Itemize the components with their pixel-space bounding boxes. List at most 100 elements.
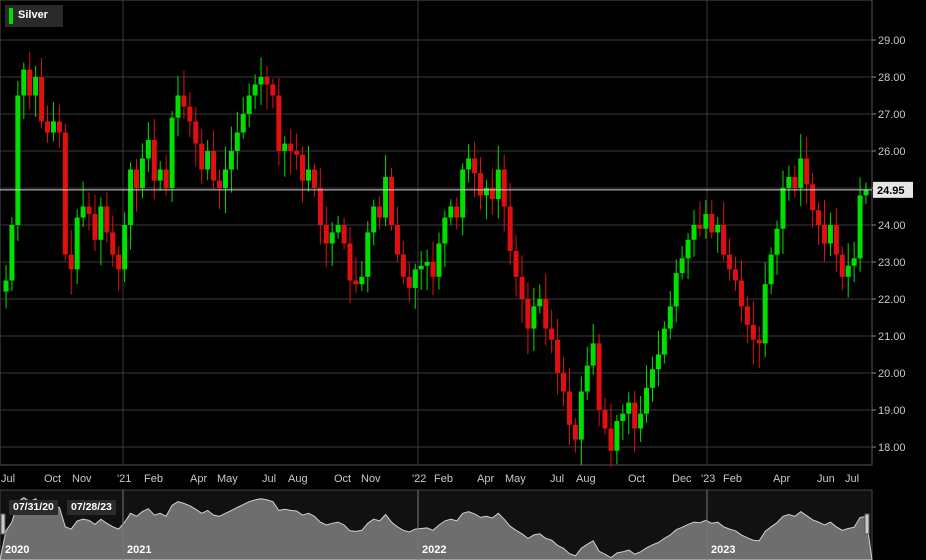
candle — [258, 57, 264, 105]
candle-body — [116, 254, 122, 270]
candle-body — [311, 169, 317, 188]
candle — [110, 215, 116, 267]
candle-body — [750, 324, 756, 340]
candle — [792, 164, 798, 197]
y-tick-label: 23.00 — [878, 257, 906, 269]
candle — [513, 235, 519, 297]
x-tick-label: Oct — [628, 473, 645, 485]
candle — [620, 404, 626, 441]
candle-body — [454, 206, 460, 218]
candle — [377, 196, 383, 230]
candle — [62, 123, 68, 262]
candle — [495, 145, 501, 219]
candle — [222, 146, 228, 214]
candle — [181, 70, 187, 119]
candle-body — [39, 77, 45, 122]
candle-body — [234, 132, 240, 151]
candle — [733, 256, 739, 291]
candle-body — [442, 217, 448, 244]
candle — [371, 199, 377, 246]
candle — [27, 52, 33, 110]
candle-body — [685, 239, 691, 259]
candle — [50, 102, 56, 142]
candle — [756, 326, 762, 369]
y-tick-label: 28.00 — [878, 72, 906, 84]
candle — [661, 321, 667, 364]
candle-body — [80, 206, 86, 218]
candle-body — [733, 269, 739, 281]
candle-body — [86, 206, 92, 214]
candle-body — [329, 232, 335, 244]
candle — [406, 261, 412, 302]
candle-body — [21, 69, 27, 96]
legend-series-label: Silver — [18, 9, 48, 21]
candle — [163, 154, 169, 196]
candle — [644, 365, 650, 423]
candle — [833, 208, 839, 272]
candle-body — [122, 225, 128, 270]
candle — [80, 181, 86, 227]
candle — [424, 249, 430, 291]
candle — [394, 206, 400, 262]
candle — [436, 232, 442, 290]
candle — [466, 143, 472, 183]
candle — [151, 118, 157, 200]
candle — [21, 62, 27, 119]
candle-body — [383, 176, 389, 218]
candle-body — [804, 158, 810, 185]
candle-body — [495, 169, 501, 200]
x-tick-label: '21 — [117, 473, 131, 485]
range-end-chip[interactable]: 07/28/23 — [67, 500, 116, 515]
candle — [276, 78, 282, 166]
candle-body — [270, 84, 276, 96]
candle — [780, 170, 786, 254]
candle-body — [371, 206, 377, 233]
candle-body — [163, 169, 169, 188]
candle-body — [566, 391, 572, 425]
candle-body — [359, 276, 365, 285]
candle-body — [436, 243, 442, 277]
candle — [572, 418, 578, 453]
navigator-right-handle — [864, 513, 870, 535]
candle — [116, 245, 122, 291]
candle — [205, 140, 211, 180]
range-start-chip[interactable]: 07/31/20 — [9, 500, 58, 515]
candle — [270, 78, 276, 109]
candle — [750, 301, 756, 365]
candle-body — [697, 225, 703, 229]
candle — [851, 242, 857, 282]
candle — [578, 376, 584, 466]
candle-body — [205, 151, 211, 170]
candle-body — [430, 262, 436, 277]
candle-body — [300, 154, 306, 181]
candle-body — [145, 139, 151, 159]
candle — [305, 145, 311, 192]
candle — [774, 220, 780, 275]
candle-body — [555, 339, 561, 373]
y-tick-label: 19.00 — [878, 405, 906, 417]
candle-body — [525, 299, 531, 329]
candle — [288, 128, 294, 175]
y-tick-label: 26.00 — [878, 146, 906, 158]
candle-body — [513, 250, 519, 277]
candle — [715, 216, 721, 253]
candle-body — [472, 158, 478, 174]
x-tick-label: Jul — [1, 473, 15, 485]
candle — [228, 126, 234, 193]
candle-body — [501, 169, 507, 207]
candle-body — [133, 169, 139, 188]
candle-body — [489, 188, 495, 200]
candle-body — [157, 169, 163, 181]
candle — [39, 58, 45, 129]
candle-body — [626, 402, 632, 414]
x-tick-label: Feb — [144, 473, 163, 485]
candle — [626, 392, 632, 435]
candle — [389, 168, 395, 231]
navigator-left-handle — [0, 513, 6, 535]
candle — [347, 227, 353, 303]
candle — [282, 136, 288, 177]
candle-body — [774, 228, 780, 255]
legend: Silver — [5, 5, 63, 27]
candle — [234, 111, 240, 170]
